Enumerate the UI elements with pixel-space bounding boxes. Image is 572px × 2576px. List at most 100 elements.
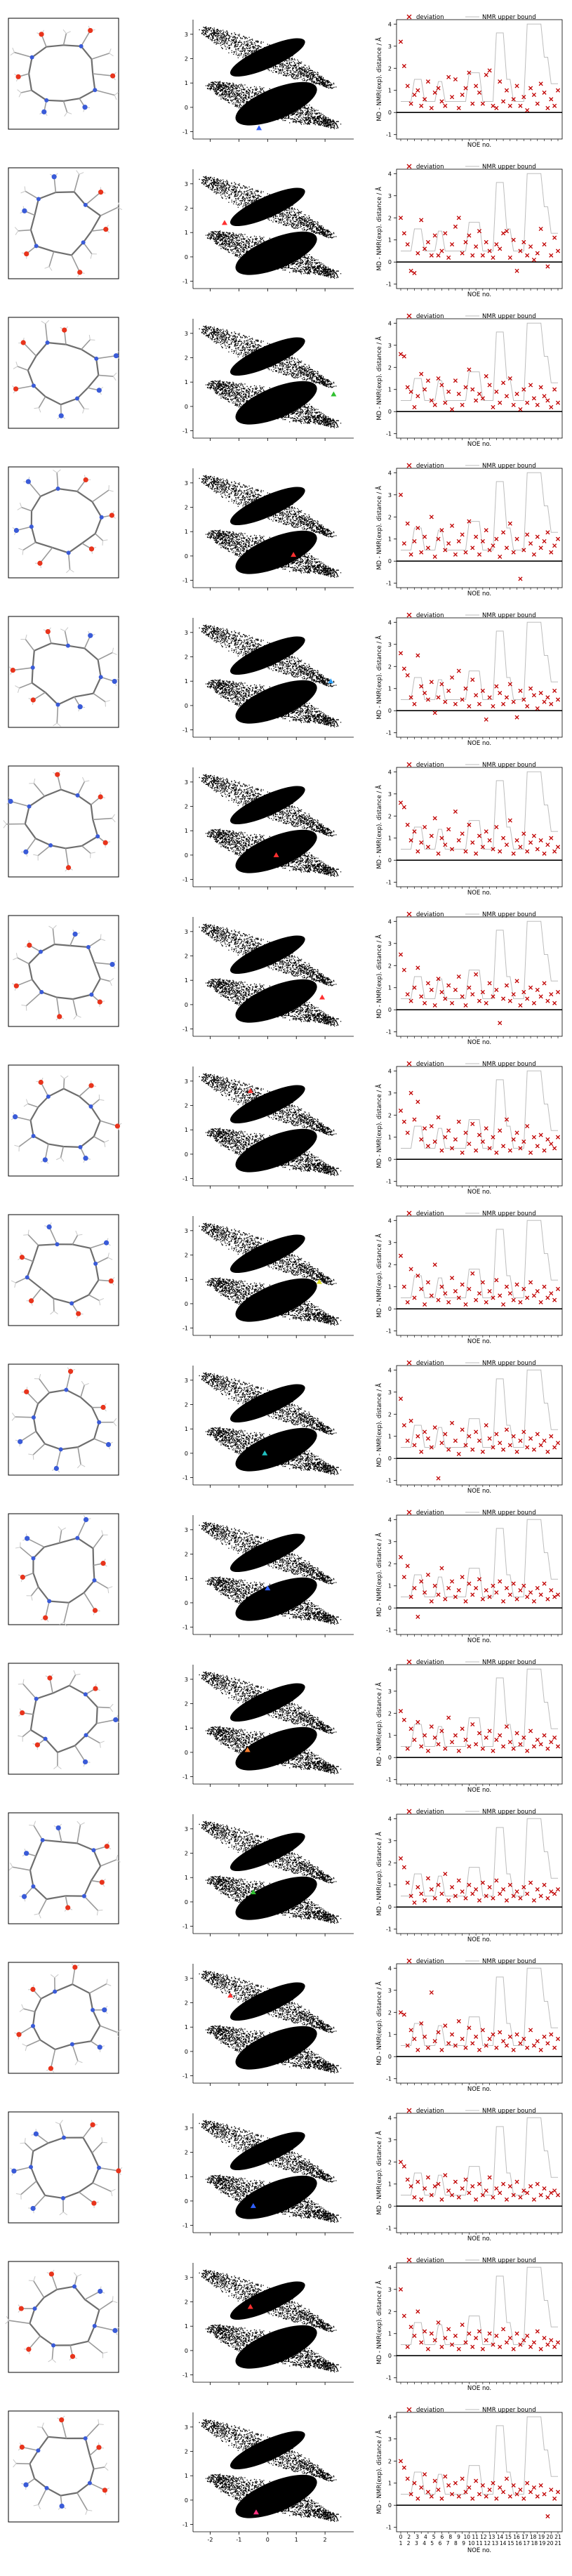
y-tick-label: 1 [388, 2331, 392, 2337]
y-tick-label: -1 [182, 877, 188, 883]
hydrogen-bond [102, 2142, 107, 2143]
atom [65, 1905, 70, 1910]
atom [31, 1556, 35, 1560]
point-cloud [199, 1821, 342, 1929]
y-tick-label: -1 [386, 431, 392, 437]
atom [32, 1134, 36, 1138]
atom [34, 244, 39, 248]
y-tick-label: 2 [388, 1262, 392, 1268]
y-tick-label: -1 [182, 129, 188, 136]
x-tick-label: 4 [423, 2540, 426, 2547]
atom [84, 203, 88, 207]
y-tick-label: 1 [185, 828, 188, 834]
atom [34, 1697, 39, 1701]
atom [25, 1275, 29, 1279]
y-axis-label: MD - NMR(exp). distance / Å [375, 1234, 383, 1318]
x-tick-label: 20 [547, 2540, 554, 2547]
x-axis-label: NOE no. [467, 2086, 491, 2093]
atom [48, 843, 53, 847]
y-tick-label: 0 [185, 1002, 188, 1008]
atom [20, 1710, 25, 1715]
y-tick-label: 3 [388, 1838, 392, 1844]
x-tick-label: 2 [407, 2534, 411, 2540]
x-axis-label: NOE no. [467, 291, 491, 298]
y-tick-label: 1 [185, 1725, 188, 1731]
legend-label-deviation: deviation [416, 14, 444, 21]
dense-core [230, 1568, 322, 1630]
atom [60, 2504, 65, 2509]
y-tick-label: -1 [182, 1475, 188, 1481]
legend-label-upper-bound: NMR upper bound [482, 164, 536, 171]
atom [93, 88, 97, 92]
atom [75, 1536, 79, 1540]
molecule-panel [8, 2112, 122, 2223]
molecule-panel [8, 2411, 119, 2522]
legend-label-deviation: deviation [416, 762, 444, 769]
y-tick-label: -1 [182, 1924, 188, 1930]
x-tick-label: 18 [531, 2540, 538, 2547]
x-tick-label: 20 [546, 2534, 553, 2540]
atom [54, 1466, 59, 1471]
atom [34, 2132, 39, 2136]
y-tick-label: 1 [185, 1127, 188, 1133]
y-tick-label: 1 [185, 678, 188, 685]
y-tick-label: 0 [185, 1899, 188, 1905]
molecule-panel [8, 916, 119, 1026]
y-tick-label: 2 [388, 2309, 392, 2315]
atom [93, 1262, 98, 1266]
x-tick-label: 9 [457, 2534, 460, 2540]
y-tick-label: 2 [388, 2458, 392, 2464]
legend-marker-deviation [407, 2108, 411, 2113]
y-tick-label: 3 [185, 630, 188, 636]
legend-marker-deviation [407, 1809, 411, 1814]
x-axis-label: NOE no. [467, 1637, 491, 1644]
legend-marker-deviation [407, 912, 411, 916]
point-cloud [199, 2120, 342, 2228]
molecule-frame [8, 916, 119, 1026]
hydrogen-bond [33, 1455, 34, 1460]
atom [97, 1420, 101, 1425]
molecule-panel [8, 1813, 121, 1924]
x-tick-label: 0 [399, 2534, 403, 2540]
atom [91, 2008, 95, 2012]
y-tick-label: 0 [185, 852, 188, 859]
atom [82, 105, 87, 110]
y-tick-label: 2 [185, 1402, 188, 1408]
atom [41, 1838, 45, 1842]
atom [33, 2306, 37, 2311]
atom [13, 386, 18, 391]
y-tick-label: 0 [388, 259, 392, 265]
y-tick-label: -1 [386, 1029, 392, 1036]
atom [88, 633, 93, 638]
y-tick-label: 1 [388, 536, 392, 543]
x-tick-label: 7 [446, 2540, 450, 2547]
molecule-frame [8, 1813, 119, 1924]
atom [89, 993, 93, 997]
atom [48, 2066, 53, 2071]
atom [36, 197, 41, 201]
atom [23, 2483, 28, 2488]
atom [103, 840, 108, 845]
molecule-panel [8, 467, 119, 578]
atom [20, 2445, 25, 2450]
legend-label-upper-bound: NMR upper bound [482, 14, 536, 21]
y-tick-label: 3 [388, 791, 392, 798]
y-axis-label: MD - NMR(exp). distance / Å [375, 1383, 383, 1467]
y-axis-label: MD - NMR(exp). distance / Å [375, 1682, 383, 1766]
x-tick-label: 0 [266, 2537, 270, 2543]
atom [49, 2271, 54, 2276]
atom [93, 1686, 98, 1691]
atom [100, 1561, 105, 1566]
point-cloud [199, 2270, 342, 2378]
y-tick-label: 3 [388, 343, 392, 349]
molecule-frame [8, 1364, 119, 1475]
x-axis-label: NOE no. [467, 1338, 491, 1345]
structure-marker [248, 1088, 253, 1093]
x-tick-label: 6 [441, 2534, 444, 2540]
